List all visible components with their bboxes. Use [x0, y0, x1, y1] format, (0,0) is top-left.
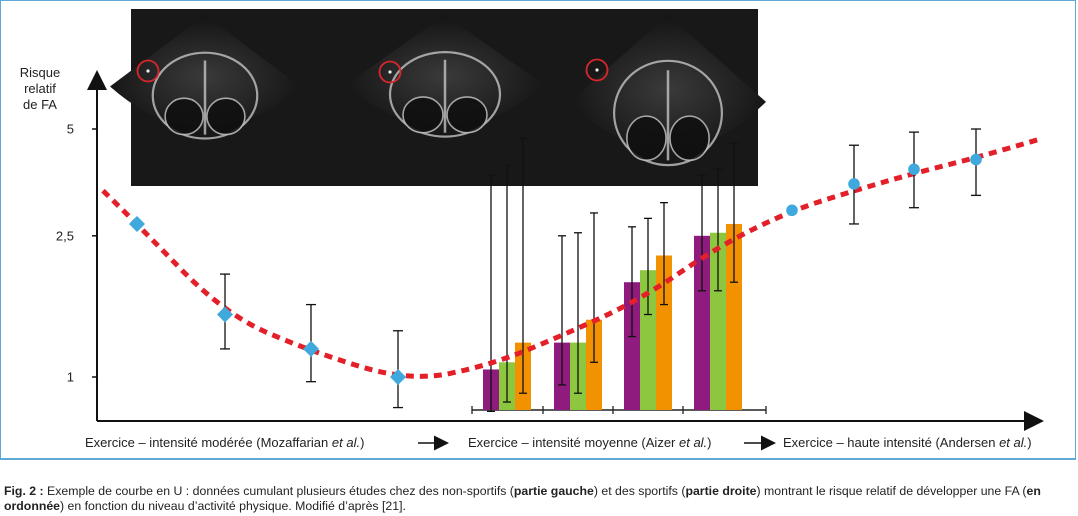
bar: [694, 235, 710, 410]
y-tick-label: 2,5: [56, 228, 74, 243]
data-point-circle: [908, 163, 920, 176]
x-axis-caption: Exercice – intensité moyenne (Aizer et a…: [468, 435, 712, 450]
echo-chamber: [402, 96, 444, 134]
caption-bold-1: partie gauche: [513, 484, 594, 498]
echo-marker-dot: [146, 69, 150, 73]
y-tick-label: 1: [67, 370, 74, 385]
bar: [624, 282, 640, 410]
bar: [656, 255, 672, 410]
caption-text-4: ) en fonction du niveau d’activité physi…: [60, 499, 406, 513]
caption-text-2: ) et des sportifs (: [593, 484, 686, 498]
data-point-diamond: [129, 215, 145, 232]
echo-marker-dot: [388, 70, 392, 74]
echo-chamber: [626, 115, 667, 162]
echo-heart-outline: [612, 59, 723, 167]
data-point-circle: [786, 204, 798, 217]
bar: [586, 319, 602, 410]
data-point-diamond: [303, 340, 319, 357]
bar: [640, 270, 656, 410]
data-point-circle: [970, 153, 982, 166]
figure-frame: [0, 0, 1076, 460]
caption-bold-2: partie droite: [685, 484, 757, 498]
y-tick-label: 5: [67, 122, 74, 137]
echo-chamber: [164, 97, 204, 136]
echo-marker-circle: [585, 58, 609, 82]
echo-chamber: [669, 115, 710, 162]
echo-marker-circle: [136, 59, 160, 83]
x-axis-caption: Exercice – haute intensité (Andersen et …: [783, 435, 1032, 450]
y-axis-label: relatif: [24, 81, 56, 96]
figure-caption: Fig. 2 : Exemple de courbe en U : donnée…: [4, 484, 1076, 514]
echo-chamber: [446, 96, 488, 134]
caption-label: Fig. 2 :: [4, 484, 44, 498]
bar: [710, 232, 726, 410]
caption-text-3: ) montrant le risque relatif de développ…: [756, 484, 1027, 498]
echo-heart-outline: [151, 51, 259, 140]
echo-marker-dot: [595, 68, 599, 72]
echo-chamber: [206, 97, 246, 136]
y-axis-label: de FA: [23, 97, 57, 112]
y-axis-label: Risque: [20, 65, 60, 80]
echo-heart-outline: [388, 51, 502, 138]
data-point-circle: [848, 178, 860, 190]
data-point-diamond: [390, 369, 406, 385]
x-axis-caption: Exercice – intensité modérée (Mozaffaria…: [85, 435, 364, 450]
caption-bold-3: en ordonnée: [4, 484, 1041, 513]
data-point-diamond: [217, 306, 233, 323]
caption-text-1: Exemple de courbe en U : données cumulan…: [43, 484, 514, 498]
bar: [726, 223, 742, 410]
echo-marker-circle: [378, 60, 402, 84]
